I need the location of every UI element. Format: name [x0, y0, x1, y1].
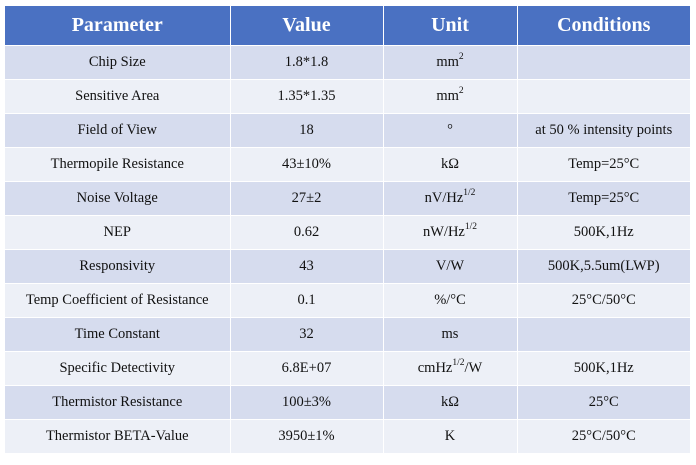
table-row: NEP 0.62 nW/Hz1/2 500K,1Hz: [5, 215, 690, 250]
cell-parameter: Responsivity: [5, 249, 231, 284]
table-body: Chip Size 1.8*1.8 mm2 Sensitive Area 1.35*1.…: [5, 45, 690, 453]
cell-parameter: Chip Size: [5, 45, 231, 80]
cell-value: 27±2: [230, 181, 384, 216]
table-header: Parameter Value Unit Conditions: [5, 6, 690, 46]
cell-parameter: Thermopile Resistance: [5, 147, 231, 182]
unit-suffix: /W: [464, 360, 483, 376]
header-parameter: Parameter: [5, 6, 231, 46]
cell-parameter: Thermistor BETA-Value: [5, 419, 231, 453]
cell-unit: ms: [383, 317, 518, 352]
unit-superscript: 1/2: [464, 222, 477, 233]
cell-conditions: [517, 45, 690, 80]
cell-conditions: 25°C: [517, 385, 690, 420]
table-row: Sensitive Area 1.35*1.35 mm2: [5, 79, 690, 114]
cell-parameter: Time Constant: [5, 317, 231, 352]
cell-conditions: 500K,1Hz: [517, 351, 690, 386]
spec-table: Parameter Value Unit Conditions Chip Siz…: [5, 6, 690, 453]
cell-parameter: Sensitive Area: [5, 79, 231, 114]
cell-unit: nV/Hz1/2: [383, 181, 518, 216]
header-value: Value: [230, 6, 384, 46]
unit-base: kΩ: [440, 394, 460, 410]
cell-unit: kΩ: [383, 147, 518, 182]
unit-superscript: 2: [458, 86, 464, 97]
cell-value: 43±10%: [230, 147, 384, 182]
cell-conditions: Temp=25°C: [517, 147, 690, 182]
cell-conditions: Temp=25°C: [517, 181, 690, 216]
unit-base: ms: [441, 326, 459, 342]
cell-conditions: 25°C/50°C: [517, 419, 690, 453]
unit-base: V/W: [435, 258, 465, 274]
cell-conditions: 500K,5.5um(LWP): [517, 249, 690, 284]
unit-base: K: [444, 428, 456, 444]
cell-value: 6.8E+07: [230, 351, 384, 386]
cell-parameter: Thermistor Resistance: [5, 385, 231, 420]
cell-value: 100±3%: [230, 385, 384, 420]
cell-unit: K: [383, 419, 518, 453]
unit-base: kΩ: [440, 156, 460, 172]
cell-conditions: [517, 79, 690, 114]
cell-unit: %/°C: [383, 283, 518, 318]
cell-value: 0.1: [230, 283, 384, 318]
table-row: Responsivity 43 V/W 500K,5.5um(LWP): [5, 249, 690, 284]
unit-base: cmHz: [417, 360, 453, 376]
cell-parameter: Field of View: [5, 113, 231, 148]
unit-superscript: 2: [458, 52, 464, 63]
cell-value: 1.35*1.35: [230, 79, 384, 114]
cell-unit: mm2: [383, 79, 518, 114]
cell-unit: °: [383, 113, 518, 148]
unit-base: °: [447, 122, 453, 138]
cell-conditions: 500K,1Hz: [517, 215, 690, 250]
header-row: Parameter Value Unit Conditions: [5, 6, 690, 46]
cell-unit: mm2: [383, 45, 518, 80]
cell-value: 32: [230, 317, 384, 352]
cell-parameter: Temp Coefficient of Resistance: [5, 283, 231, 318]
cell-unit: V/W: [383, 249, 518, 284]
unit-superscript: 1/2: [452, 358, 465, 369]
cell-value: 3950±1%: [230, 419, 384, 453]
unit-base: mm: [436, 54, 459, 70]
unit-superscript: 1/2: [463, 188, 476, 199]
table-row: Specific Detectivity 6.8E+07 cmHz1/2/W 500K…: [5, 351, 690, 386]
header-conditions: Conditions: [517, 6, 690, 46]
unit-base: %/°C: [434, 292, 466, 308]
cell-conditions: 25°C/50°C: [517, 283, 690, 318]
cell-unit: cmHz1/2/W: [383, 351, 518, 386]
table-row: Thermopile Resistance 43±10% kΩ Temp=25°C: [5, 147, 690, 182]
cell-parameter: NEP: [5, 215, 231, 250]
cell-parameter: Specific Detectivity: [5, 351, 231, 386]
cell-unit: kΩ: [383, 385, 518, 420]
table-row: Thermistor BETA-Value 3950±1% K 25°C/50°C: [5, 419, 690, 453]
table-row: Noise Voltage 27±2 nV/Hz1/2 Temp=25°C: [5, 181, 690, 216]
unit-base: nW/Hz: [422, 224, 465, 240]
table-row: Chip Size 1.8*1.8 mm2: [5, 45, 690, 80]
table-row: Temp Coefficient of Resistance 0.1 %/°C 25°…: [5, 283, 690, 318]
table-row: Time Constant 32 ms: [5, 317, 690, 352]
cell-conditions: at 50 % intensity points: [517, 113, 690, 148]
table-row: Field of View 18 ° at 50 % intensity points: [5, 113, 690, 148]
header-unit: Unit: [383, 6, 518, 46]
unit-base: mm: [436, 88, 459, 104]
cell-value: 43: [230, 249, 384, 284]
cell-value: 18: [230, 113, 384, 148]
table-row: Thermistor Resistance 100±3% kΩ 25°C: [5, 385, 690, 420]
unit-base: nV/Hz: [424, 190, 464, 206]
cell-value: 0.62: [230, 215, 384, 250]
cell-value: 1.8*1.8: [230, 45, 384, 80]
cell-conditions: [517, 317, 690, 352]
cell-unit: nW/Hz1/2: [383, 215, 518, 250]
cell-parameter: Noise Voltage: [5, 181, 231, 216]
